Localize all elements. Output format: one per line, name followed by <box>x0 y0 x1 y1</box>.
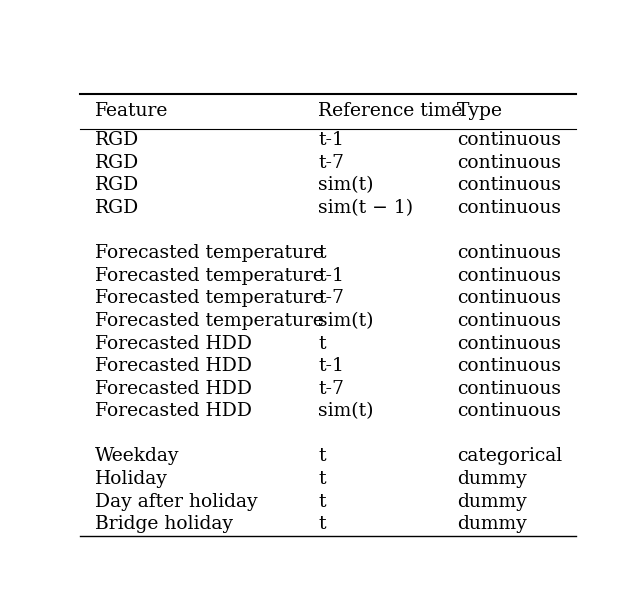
Text: sim(t): sim(t) <box>318 177 374 194</box>
Text: sim(t): sim(t) <box>318 402 374 420</box>
Text: t-1: t-1 <box>318 266 344 285</box>
Text: sim(t − 1): sim(t − 1) <box>318 199 413 217</box>
Text: Forecasted HDD: Forecasted HDD <box>95 357 252 375</box>
Text: t-7: t-7 <box>318 290 344 307</box>
Text: Type: Type <box>457 103 503 120</box>
Text: t: t <box>318 470 326 488</box>
Text: continuous: continuous <box>457 154 561 172</box>
Text: continuous: continuous <box>457 266 561 285</box>
Text: RGD: RGD <box>95 154 139 172</box>
Text: Feature: Feature <box>95 103 168 120</box>
Text: t: t <box>318 515 326 534</box>
Text: categorical: categorical <box>457 447 562 466</box>
Text: Forecasted HDD: Forecasted HDD <box>95 402 252 420</box>
Text: t: t <box>318 493 326 510</box>
Text: RGD: RGD <box>95 177 139 194</box>
Text: continuous: continuous <box>457 334 561 353</box>
Text: Forecasted temperature: Forecasted temperature <box>95 312 324 330</box>
Text: sim(t): sim(t) <box>318 312 374 330</box>
Text: t: t <box>318 244 326 262</box>
Text: Forecasted HDD: Forecasted HDD <box>95 334 252 353</box>
Text: continuous: continuous <box>457 402 561 420</box>
Text: dummy: dummy <box>457 470 527 488</box>
Text: continuous: continuous <box>457 199 561 217</box>
Text: continuous: continuous <box>457 290 561 307</box>
Text: Bridge holiday: Bridge holiday <box>95 515 233 534</box>
Text: Forecasted temperature: Forecasted temperature <box>95 290 324 307</box>
Text: t: t <box>318 447 326 466</box>
Text: Day after holiday: Day after holiday <box>95 493 257 510</box>
Text: continuous: continuous <box>457 177 561 194</box>
Text: t-1: t-1 <box>318 131 344 149</box>
Text: t-7: t-7 <box>318 380 344 398</box>
Text: RGD: RGD <box>95 199 139 217</box>
Text: Holiday: Holiday <box>95 470 168 488</box>
Text: Forecasted temperature: Forecasted temperature <box>95 244 324 262</box>
Text: dummy: dummy <box>457 515 527 534</box>
Text: dummy: dummy <box>457 493 527 510</box>
Text: t: t <box>318 334 326 353</box>
Text: Reference time: Reference time <box>318 103 463 120</box>
Text: Forecasted HDD: Forecasted HDD <box>95 380 252 398</box>
Text: Forecasted temperature: Forecasted temperature <box>95 266 324 285</box>
Text: continuous: continuous <box>457 131 561 149</box>
Text: RGD: RGD <box>95 131 139 149</box>
Text: continuous: continuous <box>457 244 561 262</box>
Text: continuous: continuous <box>457 380 561 398</box>
Text: continuous: continuous <box>457 312 561 330</box>
Text: t-7: t-7 <box>318 154 344 172</box>
Text: continuous: continuous <box>457 357 561 375</box>
Text: t-1: t-1 <box>318 357 344 375</box>
Text: Weekday: Weekday <box>95 447 179 466</box>
